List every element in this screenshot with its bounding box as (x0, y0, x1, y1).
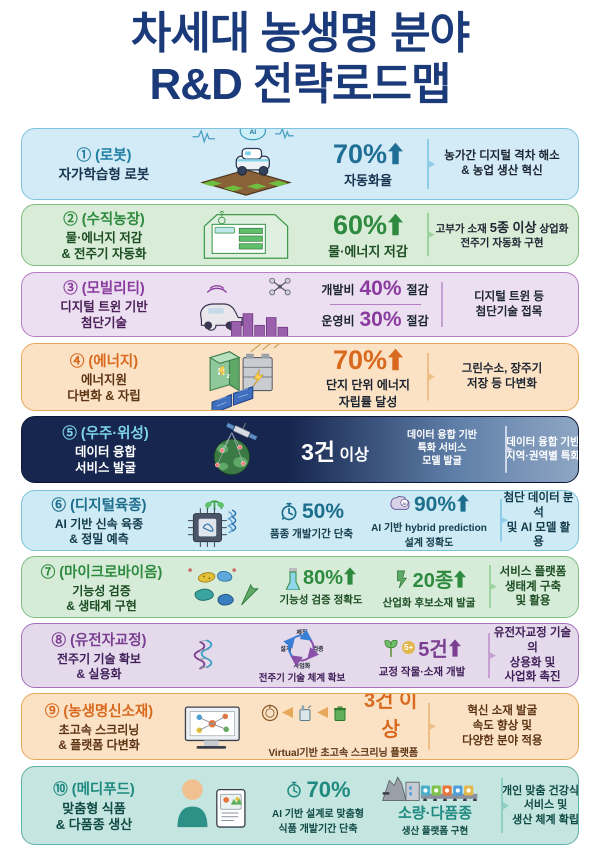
svg-text:사업화: 사업화 (294, 662, 311, 669)
svg-text:AI: AI (402, 501, 406, 506)
svg-text:2: 2 (227, 374, 230, 380)
svg-text:AI: AI (249, 129, 256, 136)
